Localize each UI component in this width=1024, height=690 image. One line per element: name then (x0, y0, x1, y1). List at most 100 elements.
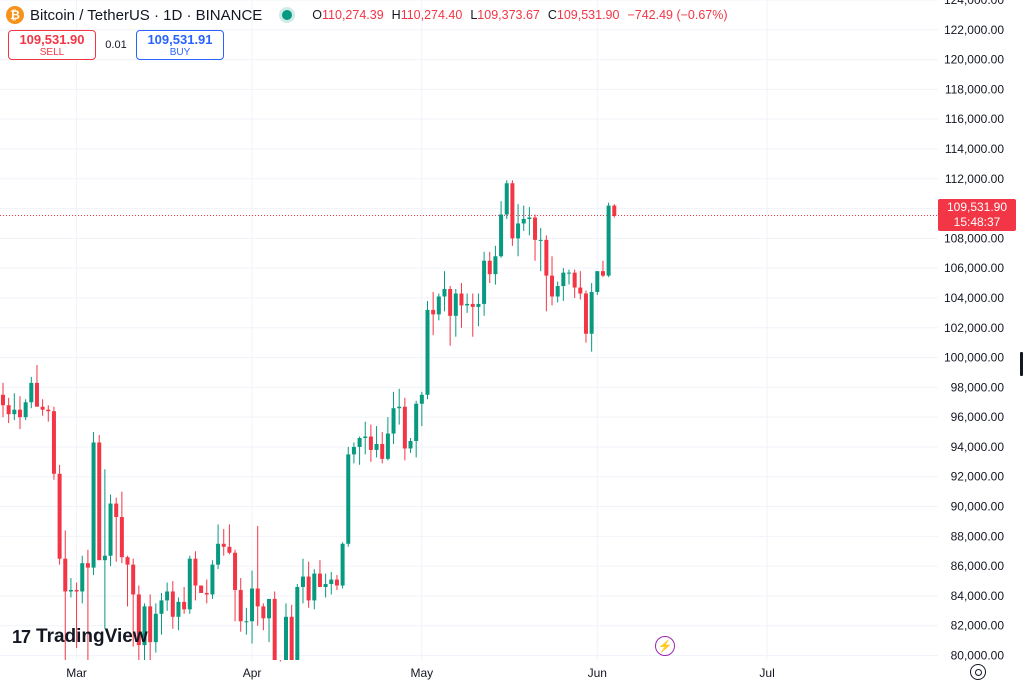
candle-body (221, 543, 226, 547)
candle (465, 293, 470, 313)
candle-body (493, 256, 498, 275)
price-tick-label: 90,000.00 (951, 500, 1005, 514)
candle-body (91, 442, 96, 568)
resize-handle[interactable] (1020, 352, 1023, 376)
candle-body (499, 214, 504, 257)
candle (567, 269, 571, 285)
candle (63, 530, 68, 660)
candle (46, 405, 51, 422)
candle-body (119, 516, 124, 558)
candle (600, 260, 605, 278)
candle (57, 464, 62, 565)
candle-body (131, 564, 136, 595)
candle (233, 549, 238, 622)
candle (1, 382, 5, 418)
candle (606, 202, 611, 278)
candle (199, 585, 204, 593)
high-label: H (391, 8, 401, 22)
candle (114, 497, 119, 562)
candle (267, 598, 272, 643)
candle-body (255, 588, 260, 607)
buy-button[interactable]: 109,531.91 BUY (136, 30, 224, 60)
settings-icon[interactable] (970, 664, 986, 680)
high-value: 110,274.40 (400, 8, 463, 22)
candle (402, 397, 407, 461)
buy-price: 109,531.91 (147, 32, 213, 47)
candle (119, 491, 124, 564)
price-axis[interactable]: 80,000.00 82,000.00 84,000.00 86,000.00 88,0… (944, 0, 1004, 663)
candle (250, 570, 255, 644)
tradingview-logo[interactable]: 17 TradingView (12, 626, 148, 648)
candle-body (182, 601, 187, 610)
candle-body (510, 183, 515, 239)
candle (159, 592, 164, 635)
candle (527, 207, 532, 236)
candle-body (374, 443, 379, 450)
candle (538, 227, 543, 272)
candle (193, 551, 198, 601)
candle-body (363, 436, 368, 439)
candle (346, 446, 351, 547)
candle-body (187, 558, 192, 610)
last-price-value: 109,531.90 (946, 200, 1008, 214)
candle (533, 214, 538, 261)
candle (51, 406, 56, 480)
price-tick-label: 116,000.00 (945, 112, 1004, 126)
candle-body (391, 408, 396, 434)
candle-body (572, 272, 577, 288)
price-tick-label: 106,000.00 (944, 261, 1004, 275)
candle-body (527, 217, 532, 220)
candle-body (368, 436, 373, 450)
candle (295, 584, 300, 660)
candle (583, 290, 588, 343)
price-tick-label: 80,000.00 (951, 649, 1005, 663)
candle-body (295, 586, 300, 660)
price-tick-label: 124,000.00 (944, 0, 1004, 7)
candle-body (408, 440, 413, 449)
lightning-icon[interactable]: ⚡ (655, 636, 675, 656)
last-price-tag: 109,531.90 15:48:37 (938, 199, 1016, 231)
candle (391, 391, 396, 444)
candle-body (442, 289, 447, 297)
symbol-title[interactable]: Bitcoin / TetherUS · 1D · BINANCE (30, 6, 263, 24)
candle (385, 417, 390, 461)
candle (408, 438, 413, 453)
candle (550, 256, 555, 306)
price-change: −742.49 (−0.67%) (627, 8, 728, 22)
candle (165, 582, 170, 611)
candle-body (340, 543, 345, 586)
price-tick-label: 98,000.00 (951, 380, 1005, 394)
candle-body (425, 309, 430, 395)
candle-body (312, 573, 317, 601)
candle (108, 494, 113, 567)
close-label: C (547, 8, 557, 22)
candle-body (334, 579, 339, 586)
ohlc-values: O110,274.39 H110,274.40 L109,373.67 C109… (312, 8, 727, 22)
sell-button[interactable]: 109,531.90 SELL (8, 30, 96, 60)
candle-body (34, 382, 39, 407)
time-axis[interactable]: Mar Apr May Jun Jul (66, 666, 775, 680)
candle-body (487, 260, 492, 275)
spread-value: 0.01 (105, 39, 127, 51)
candle-body (40, 406, 45, 410)
candles (1, 180, 617, 662)
candle-body (583, 293, 588, 334)
candle (334, 575, 339, 590)
candle (187, 555, 192, 614)
candle-body (80, 563, 85, 592)
price-tick-label: 112,000.00 (945, 172, 1004, 186)
candle-body (170, 591, 175, 617)
candle (516, 204, 521, 257)
candle-body (600, 271, 605, 276)
candle (29, 376, 34, 409)
candle-body (68, 589, 73, 592)
candle (612, 204, 617, 218)
candle (312, 569, 317, 610)
candle-body (159, 600, 164, 614)
candle (34, 365, 39, 407)
candle (561, 268, 566, 301)
candle-body (482, 260, 487, 304)
candle-body (51, 411, 56, 474)
candle (216, 524, 221, 570)
